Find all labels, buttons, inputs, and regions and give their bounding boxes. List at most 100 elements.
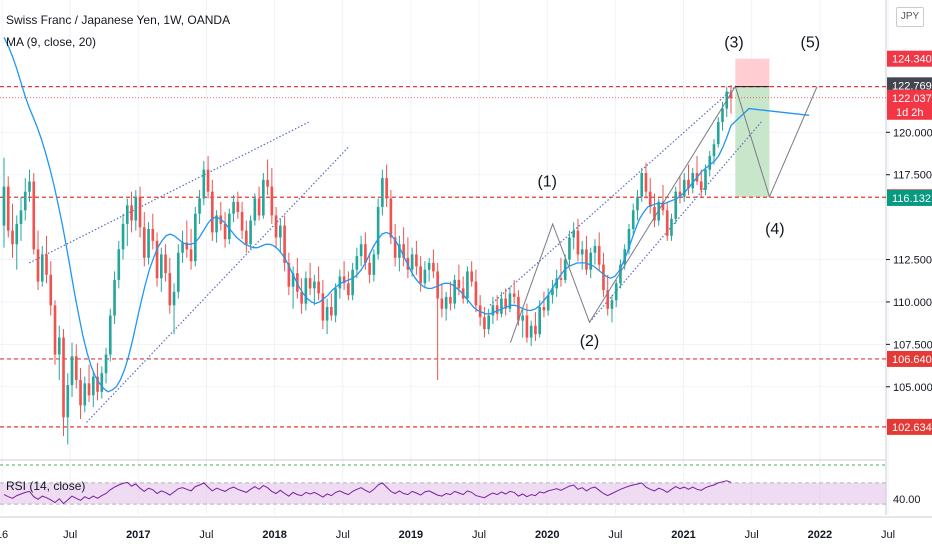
rsi-panel[interactable]: 40.00 [0, 464, 921, 506]
candle-148 [631, 203, 635, 236]
candle-40 [172, 283, 176, 335]
candle-body [300, 291, 303, 304]
candle-body [125, 205, 129, 224]
wave-label-2: (3) [724, 34, 744, 51]
candle-133 [568, 230, 571, 267]
candle-99 [423, 261, 427, 289]
candle-body [627, 229, 631, 250]
candle-129 [551, 279, 554, 304]
candle-89 [381, 169, 384, 216]
candle-106 [453, 274, 456, 309]
candle-140 [597, 232, 601, 272]
candle-body [576, 230, 580, 255]
candle-body [529, 325, 533, 338]
candle-124 [529, 320, 533, 347]
wave-annotations: (1) (2) (3) (4) (5) [509, 34, 820, 350]
candle-body [108, 315, 112, 355]
candle-26 [113, 271, 116, 324]
candle-body [495, 305, 499, 314]
candle-body [91, 376, 95, 396]
price-badge-2 [887, 89, 932, 120]
candle-body [619, 264, 622, 284]
candle-body [585, 249, 588, 270]
candle-body [40, 254, 44, 282]
candle-body [142, 227, 146, 258]
candle-62 [266, 159, 269, 196]
candle-body [338, 276, 342, 289]
candle-3 [15, 215, 19, 270]
candle-166 [708, 150, 712, 177]
candle-15 [66, 373, 70, 445]
candle-171 [729, 84, 733, 114]
candle-body [19, 210, 23, 224]
ma-legend[interactable]: MA (9, close, 20) [6, 35, 97, 49]
candle-body [517, 296, 520, 321]
candle-38 [164, 244, 167, 282]
candle-92 [393, 223, 397, 267]
candle-137 [585, 235, 588, 275]
candle-body [164, 254, 167, 274]
candle-10 [45, 235, 48, 284]
candle-46 [198, 189, 201, 224]
candle-body [287, 262, 291, 287]
candle-101 [432, 249, 435, 279]
candle-71 [304, 271, 308, 311]
candle-82 [351, 262, 354, 301]
x-tick-label-12: 2022 [808, 529, 832, 541]
rsi-band [0, 482, 886, 505]
candle-body [606, 290, 610, 309]
candle-body [640, 173, 644, 197]
candle-body [53, 305, 57, 355]
candle-73 [313, 274, 316, 306]
candle-body [466, 271, 469, 299]
moving-average [3, 37, 810, 393]
candle-body [147, 229, 150, 258]
candle-body [32, 181, 36, 250]
candle-body [266, 179, 269, 187]
y-tick-label-5: 105.000 [893, 382, 932, 394]
candle-75 [321, 279, 325, 330]
candle-body [597, 245, 601, 265]
candle-body [385, 178, 388, 199]
position-zones [735, 58, 770, 198]
symbol-legend[interactable]: Swiss Franc / Japanese Yen, 1W, OANDA [6, 13, 231, 27]
candle-body [589, 252, 593, 270]
candle-45 [193, 206, 197, 267]
y-tick-label-2: 112.500 [893, 255, 932, 267]
candle-56 [240, 201, 244, 240]
candle-body [670, 218, 673, 236]
candle-body [436, 271, 439, 299]
candle-143 [610, 295, 614, 323]
candle-body [398, 244, 401, 258]
candle-14 [62, 329, 65, 436]
candle-body [487, 315, 490, 330]
candle-body [538, 307, 542, 335]
currency-badge[interactable]: JPY [896, 7, 924, 27]
candle-body [342, 276, 346, 284]
candle-body [351, 269, 354, 296]
candle-63 [270, 167, 274, 224]
candle-29 [125, 198, 129, 246]
price-badge-label-1: 122.769 [892, 80, 932, 92]
candle-4 [19, 196, 23, 241]
price-axis[interactable]: 107.500 110.000 112.500 117.500 120.000 105.0… [886, 50, 932, 435]
price-badge-label-0: 124.340 [892, 54, 932, 66]
candle-body [521, 315, 524, 321]
candle-body [321, 293, 325, 321]
candle-body [653, 206, 656, 221]
candle-body [176, 252, 180, 292]
candle-21 [91, 371, 95, 408]
candle-109 [466, 266, 469, 304]
candle-125 [534, 312, 537, 341]
candle-67 [287, 252, 291, 296]
candle-122 [521, 308, 524, 338]
candle-body [546, 295, 550, 311]
time-axis[interactable]: 16 Jul 2017 Jul 2018 Jul 2019 Jul 2020 Jul 2021 Jul… [0, 529, 895, 541]
rsi-legend[interactable]: RSI (14, close) [6, 479, 86, 493]
candle-145 [619, 259, 622, 289]
candle-30 [130, 191, 133, 233]
candle-body [159, 254, 163, 279]
candle-50 [215, 210, 218, 243]
candle-87 [372, 249, 376, 282]
